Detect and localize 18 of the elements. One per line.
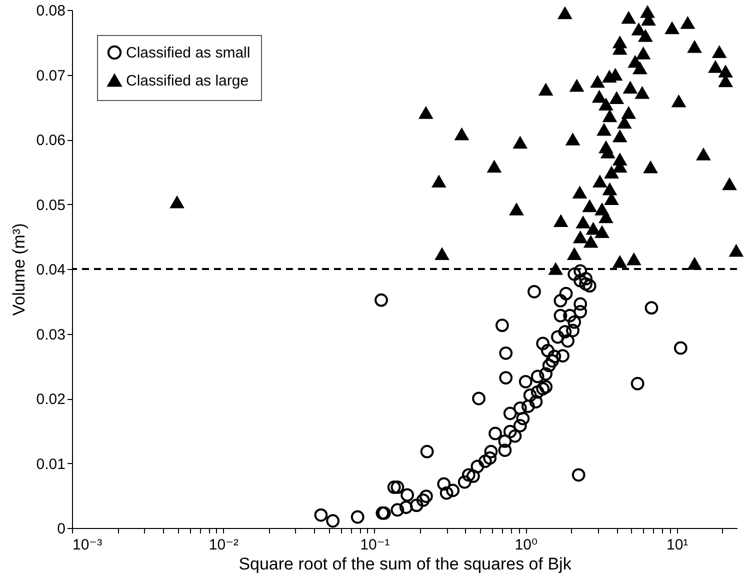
x-tick-label: 10⁰ xyxy=(514,536,538,554)
y-tick-label: 0.03 xyxy=(36,326,66,344)
y-tick-label: 0.06 xyxy=(36,132,66,149)
y-tick-label: 0.08 xyxy=(36,2,66,20)
x-tick-label: 10⁻¹ xyxy=(360,536,390,554)
x-tick-label: 10⁻³ xyxy=(72,536,102,554)
y-tick-label: 0 xyxy=(57,520,66,538)
legend-label: Classified as large xyxy=(126,72,249,90)
y-tick-label: 0.05 xyxy=(36,196,66,214)
y-tick-label: 0.01 xyxy=(36,456,66,473)
y-tick-label: 0.07 xyxy=(36,67,66,84)
legend-label: Classified as small xyxy=(126,44,250,62)
y-tick-label: 0.02 xyxy=(36,391,66,408)
x-tick-label: 10⁻² xyxy=(208,536,239,554)
x-tick-label: 10¹ xyxy=(666,536,688,554)
y-axis-title: Volume (m³) xyxy=(9,223,28,316)
x-axis-title: Square root of the sum of the squares of Bjk xyxy=(238,554,572,574)
y-tick-label: 0.04 xyxy=(36,262,66,278)
